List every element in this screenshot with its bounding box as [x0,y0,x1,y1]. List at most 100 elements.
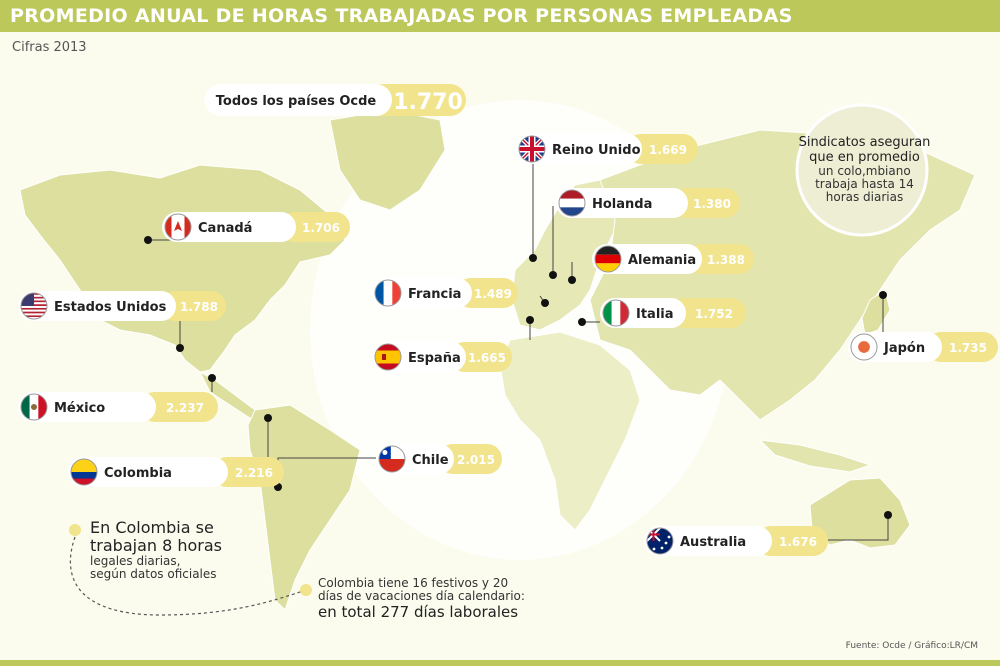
country-value: 1.676 [779,535,817,549]
name-pill [68,457,228,487]
italy-flag-icon [602,299,630,327]
colombia-note-line: trabajan 8 horas [90,536,223,555]
colombia-flag-icon [70,458,98,486]
bottom-bar [0,660,1000,666]
title-bar [0,0,1000,32]
value-pill [212,457,284,487]
value-pill [456,278,518,308]
colombia-hours-note: En Colombia se trabajan 8 horas legales … [90,519,290,581]
overall-label: Todos los países Ocde [216,94,377,109]
country-location-dot [884,511,892,519]
overall-value: 1.770 [393,90,463,115]
country-location-dot [529,254,537,262]
country-value: 1.489 [474,287,512,301]
country-label: Alemania 1.388 [592,244,754,274]
colombia-note-line: En Colombia se [90,518,214,537]
country-location-dot [176,344,184,352]
unions-note-line: trabaja hasta 14 [815,177,914,191]
country-label: Colombia 2.216 [68,457,284,487]
country-value: 1.752 [695,307,733,321]
value-pill [280,212,350,242]
value-pill [756,526,828,556]
chart-title: PROMEDIO ANUAL DE HORAS TRABAJADAS POR P… [10,5,793,27]
country-name: Alemania [628,253,696,268]
country-label: Estados Unidos 1.788 [18,291,226,321]
country-name: Canadá [198,221,252,236]
holidays-note-line: días de vacaciones día calendario: [318,589,525,603]
spain-flag-icon [374,343,402,371]
canada-flag-icon [164,213,192,241]
holidays-note-line: en total 277 días laborales [318,603,519,621]
country-label: Japón 1.735 [848,332,998,362]
country-location-dot [264,414,272,422]
country-name: Reino Unido [552,143,641,158]
indonesia-shape [758,439,872,473]
country-label: Holanda 1.380 [556,188,740,218]
name-pill [556,188,688,218]
africa-shape [499,331,641,531]
value-pill [438,444,502,474]
country-label: Italia 1.752 [600,298,746,328]
france-flag-icon [374,279,402,307]
country-value: 1.665 [468,351,506,365]
country-location-dot [526,316,534,324]
country-location-dot [549,271,557,279]
country-label: Australia 1.676 [644,526,828,556]
country-value: 2.216 [235,466,273,480]
value-pill [160,291,226,321]
overall-badge: Todos los países Ocde 1.770 [204,84,466,116]
value-pill [926,332,998,362]
value-pill [686,244,754,274]
country-location-dot [541,299,549,307]
country-name: España [408,351,461,366]
value-pill [670,298,746,328]
usa-flag-icon [20,292,48,320]
country-label: Reino Unido 1.669 [516,134,698,164]
value-pill [672,188,740,218]
chile-flag-icon [378,445,406,473]
unions-note-line: un colo,mbiano [818,164,911,178]
country-name: Chile [412,453,449,468]
country-value: 1.380 [693,197,731,211]
colombia-note-line: según datos oficiales [90,567,217,581]
country-location-dot [144,236,152,244]
name-pill [18,291,176,321]
unions-note-line: que en promedio [809,150,920,165]
name-pill [644,526,772,556]
value-pill [140,392,218,422]
chart-subtitle: Cifras 2013 [12,40,87,55]
japan-flag-icon [850,333,878,361]
country-name: Australia [680,535,746,550]
colombia-note-dot [69,524,81,536]
country-name: Holanda [592,197,652,212]
country-label: España 1.665 [372,342,512,372]
unions-note: Sindicatos aseguran que en promedio un c… [797,135,932,204]
unions-note-line: horas diarias [825,190,904,204]
country-location-dot [568,276,576,284]
unions-note-line: Sindicatos aseguran [798,135,931,150]
value-pill [450,342,512,372]
netherlands-flag-icon [558,189,586,217]
name-pill [516,134,642,164]
country-value: 1.669 [649,143,687,157]
holidays-note-dot [300,584,312,596]
name-pill [18,392,156,422]
country-location-dot [208,374,216,382]
connector-line [828,515,889,541]
country-label: México 2.237 [18,392,218,422]
value-pill [626,134,698,164]
country-value: 2.015 [457,453,495,467]
holidays-note: Colombia tiene 16 festivos y 20 días de … [318,577,548,622]
source-credit: Fuente: Ocde / Gráfico:LR/CM [845,641,978,651]
country-name: Colombia [104,466,172,481]
australia-flag-icon [646,527,674,555]
country-name: México [54,401,105,416]
uk-flag-icon [518,135,546,163]
name-pill [162,212,296,242]
unions-note-circle [795,103,929,237]
country-value: 2.237 [166,401,204,415]
country-labels: Reino Unido 1.669 Holanda 1.380 Canadá 1.706 A… [18,134,998,556]
country-name: Estados Unidos [54,300,167,315]
